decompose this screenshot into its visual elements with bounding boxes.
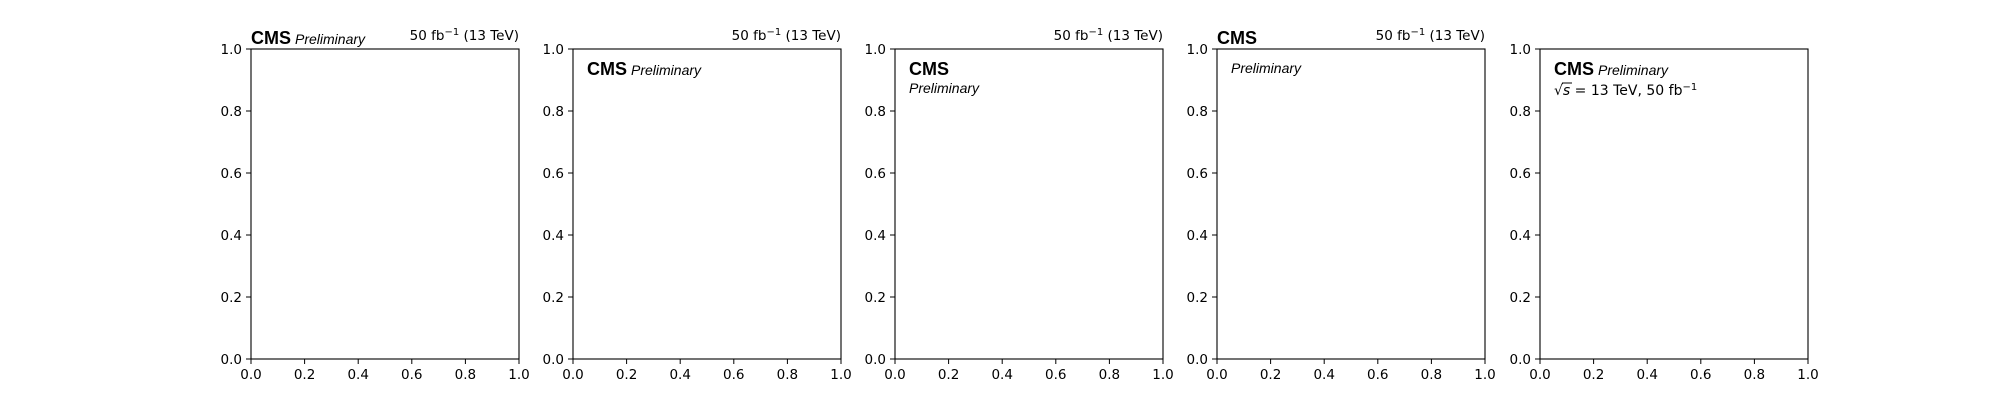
x-tick-label: 0.0 [1206, 367, 1227, 383]
chart-panel-3: 0.0 0.2 0.4 0.6 0.8 1.0 0.0 0.2 0.4 0.6 0.8 1.0 50 f… [865, 27, 1174, 383]
lumi-label: 50 fb−1 (13 TeV) [410, 27, 519, 44]
x-tick-label: 0.6 [1045, 367, 1066, 383]
x-tick-label: 0.6 [723, 367, 744, 383]
y-tick-label: 0.0 [543, 352, 564, 368]
x-tick-label: 1.0 [1797, 367, 1818, 383]
y-tick-label: 0.4 [221, 228, 242, 244]
plot-area [250, 48, 520, 360]
x-tick-label: 0.8 [777, 367, 798, 383]
preliminary-label: Preliminary [909, 80, 980, 96]
y-tick-label: 0.6 [221, 166, 242, 182]
x-tick-label: 0.8 [455, 367, 476, 383]
y-tick-label: 0.6 [543, 166, 564, 182]
y-tick-label: 0.4 [543, 228, 564, 244]
x-tick-label: 0.0 [562, 367, 583, 383]
y-tick-label: 0.2 [1187, 290, 1208, 306]
y-tick-label: 0.4 [1510, 228, 1531, 244]
x-tick-label: 0.4 [991, 367, 1012, 383]
y-tick-label: 0.8 [1510, 104, 1531, 120]
y-tick-label: 0.6 [865, 166, 886, 182]
experiment-label: CMS Preliminary [587, 59, 702, 79]
x-tick-label: 0.2 [294, 367, 315, 383]
plot-area [1539, 48, 1809, 360]
experiment-label: CMS Preliminary [1554, 59, 1669, 79]
x-tick-label: 1.0 [1152, 367, 1173, 383]
y-tick-label: 0.2 [221, 290, 242, 306]
x-tick-label: 0.4 [1313, 367, 1334, 383]
experiment-label: CMS Preliminary [251, 28, 366, 48]
y-tick-label: 0.2 [865, 290, 886, 306]
x-tick-label: 1.0 [1474, 367, 1495, 383]
y-tick-label: 1.0 [865, 42, 886, 58]
y-tick-label: 0.2 [1510, 290, 1531, 306]
y-tick-label: 0.8 [221, 104, 242, 120]
x-tick-label: 0.0 [240, 367, 261, 383]
y-tick-label: 0.0 [865, 352, 886, 368]
y-tick-label: 1.0 [1187, 42, 1208, 58]
y-tick-label: 0.4 [865, 228, 886, 244]
x-tick-label: 0.0 [884, 367, 905, 383]
x-tick-label: 0.4 [1636, 367, 1657, 383]
y-tick-label: 0.8 [865, 104, 886, 120]
x-tick-label: 0.2 [1583, 367, 1604, 383]
chart-panel-2: 0.0 0.2 0.4 0.6 0.8 1.0 0.0 0.2 0.4 0.6 0.8 1.0 50 f… [543, 27, 852, 383]
x-tick-label: 0.8 [1099, 367, 1120, 383]
y-tick-label: 0.0 [1510, 352, 1531, 368]
x-tick-label: 1.0 [508, 367, 529, 383]
cms-label: CMS [1217, 28, 1257, 48]
x-tick-label: 1.0 [830, 367, 851, 383]
y-tick-label: 0.6 [1187, 166, 1208, 182]
y-tick-label: 0.0 [1187, 352, 1208, 368]
cms-label: CMS [909, 59, 949, 79]
y-tick-label: 0.6 [1510, 166, 1531, 182]
y-tick-label: 0.8 [543, 104, 564, 120]
x-tick-label: 0.6 [1690, 367, 1711, 383]
y-tick-label: 0.2 [543, 290, 564, 306]
x-tick-label: 0.2 [616, 367, 637, 383]
chart-panel-1: 0.0 0.2 0.4 0.6 0.8 1.0 0.0 0.2 0.4 0.6 0.8 1.0 50 f… [221, 27, 530, 383]
x-tick-label: 0.6 [401, 367, 422, 383]
lumi-label: 50 fb−1 (13 TeV) [1054, 27, 1163, 44]
preliminary-label: Preliminary [1231, 60, 1302, 76]
x-tick-label: 0.0 [1529, 367, 1550, 383]
energy-label: √s = 13 TeV, 50 fb−1 [1554, 82, 1697, 99]
y-tick-label: 0.0 [221, 352, 242, 368]
lumi-label: 50 fb−1 (13 TeV) [1376, 27, 1485, 44]
x-tick-label: 0.2 [938, 367, 959, 383]
chart-panel-5: 0.0 0.2 0.4 0.6 0.8 1.0 0.0 0.2 0.4 0.6 0.8 1.0 CMS P… [1510, 42, 1819, 383]
x-tick-label: 0.2 [1260, 367, 1281, 383]
x-tick-label: 0.8 [1421, 367, 1442, 383]
x-tick-label: 0.6 [1367, 367, 1388, 383]
y-tick-label: 1.0 [221, 42, 242, 58]
y-tick-label: 1.0 [543, 42, 564, 58]
plot-area [572, 48, 842, 360]
x-tick-label: 0.4 [669, 367, 690, 383]
y-tick-label: 0.8 [1187, 104, 1208, 120]
lumi-label: 50 fb−1 (13 TeV) [732, 27, 841, 44]
plot-area [1216, 48, 1486, 360]
y-tick-label: 0.4 [1187, 228, 1208, 244]
plot-area [894, 48, 1164, 360]
x-tick-label: 0.4 [347, 367, 368, 383]
x-tick-label: 0.8 [1744, 367, 1765, 383]
chart-panel-4: 0.0 0.2 0.4 0.6 0.8 1.0 0.0 0.2 0.4 0.6 0.8 1.0 50 f… [1187, 27, 1496, 383]
y-tick-label: 1.0 [1510, 42, 1531, 58]
